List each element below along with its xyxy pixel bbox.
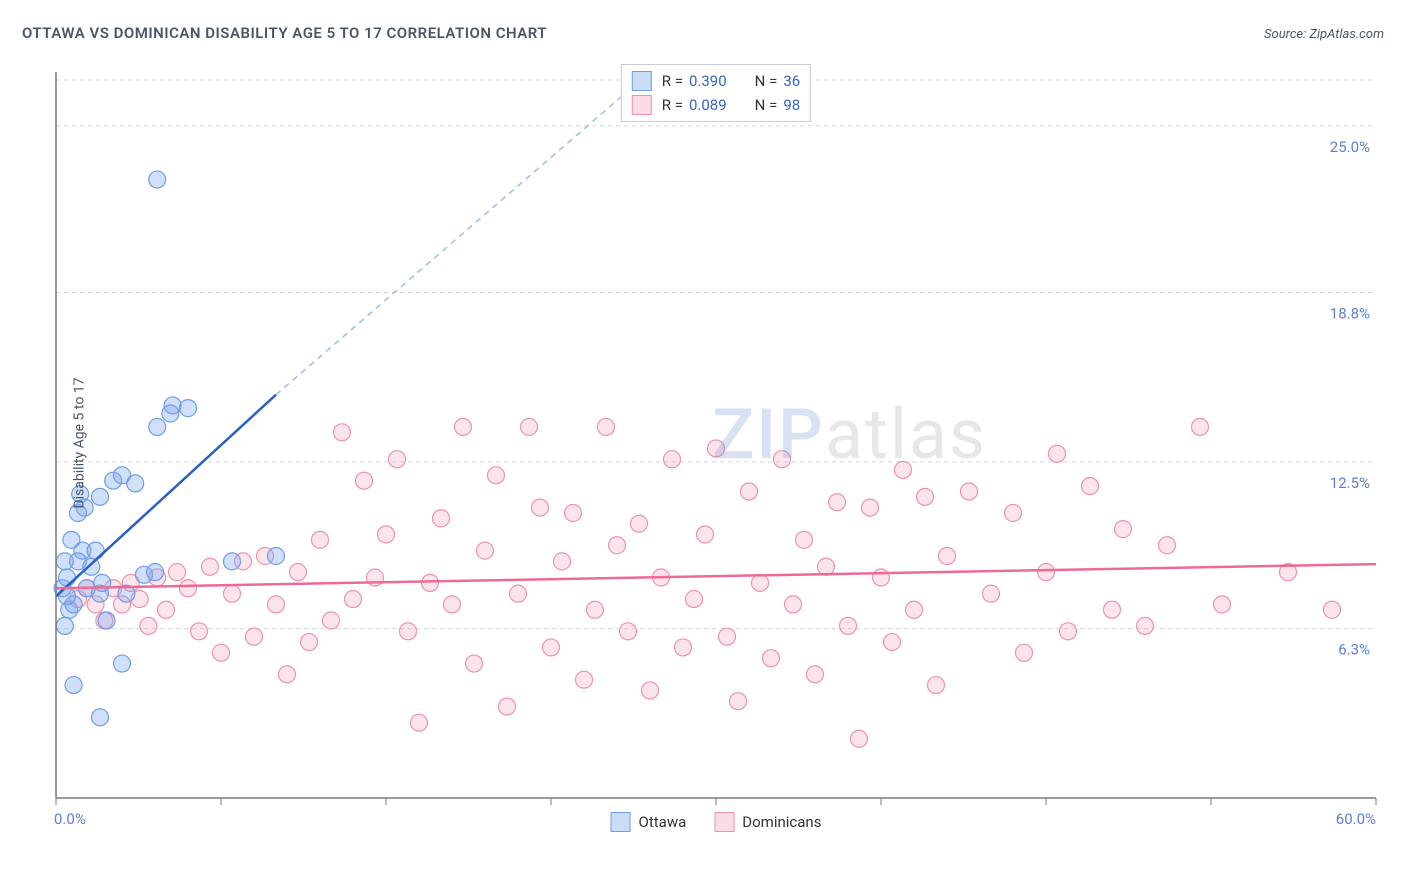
series-legend-item: Ottawa <box>611 812 687 832</box>
legend-swatch <box>632 95 652 115</box>
legend-swatch <box>611 812 631 832</box>
legend-swatch <box>714 812 734 832</box>
svg-text:6.3%: 6.3% <box>1338 641 1370 659</box>
svg-text:60.0%: 60.0% <box>1336 810 1376 828</box>
scatter-plot: 6.3% 12.5% 18.8% 25.0% 0.0% 60.0% <box>48 58 1384 828</box>
series-legend-item: Dominicans <box>714 812 821 832</box>
header: OTTAWA VS DOMINICAN DISABILITY AGE 5 TO … <box>22 24 1384 42</box>
svg-text:25.0%: 25.0% <box>1330 138 1370 156</box>
stats-legend-row: R =0.089N =98 <box>632 93 800 117</box>
svg-text:12.5%: 12.5% <box>1330 474 1370 492</box>
svg-text:0.0%: 0.0% <box>54 810 86 828</box>
chart-source: Source: ZipAtlas.com <box>1264 27 1384 42</box>
chart-area: Disability Age 5 to 17 6.3% 12.5% 18.8% 25.… <box>48 58 1384 828</box>
y-axis-label: Disability Age 5 to 17 <box>72 377 88 508</box>
svg-text:18.8%: 18.8% <box>1330 304 1370 322</box>
legend-swatch <box>632 71 652 91</box>
chart-title: OTTAWA VS DOMINICAN DISABILITY AGE 5 TO … <box>22 24 547 42</box>
series-legend: Ottawa Dominicans <box>611 812 822 832</box>
stats-legend: R =0.390N =36R =0.089N =98 <box>621 64 811 122</box>
stats-legend-row: R =0.390N =36 <box>632 69 800 93</box>
